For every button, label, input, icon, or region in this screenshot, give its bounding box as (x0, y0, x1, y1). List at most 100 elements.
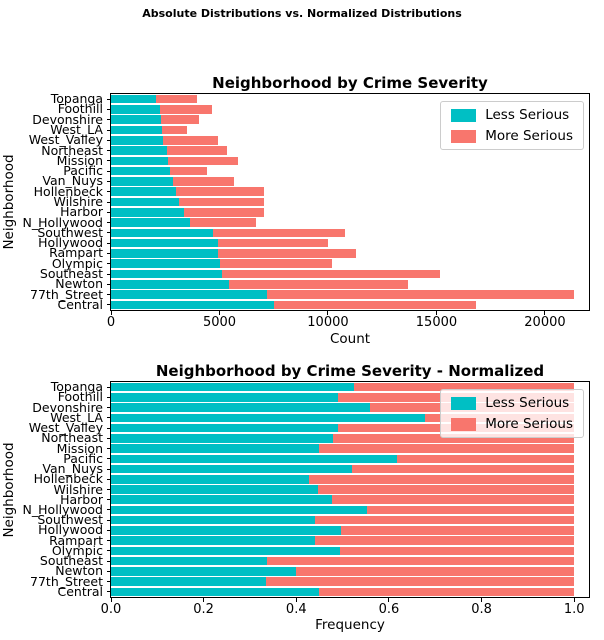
y-tick-mark (106, 119, 110, 121)
y-tick-label: Northeast (41, 142, 103, 158)
bar-segment-less-serious (111, 382, 355, 392)
bar-row-southeast (111, 556, 589, 566)
y-tick-mark (106, 129, 110, 131)
y-tick-label: Mission (56, 152, 103, 168)
bar-segment-more-serious (184, 208, 264, 217)
bar-row-southeast (111, 269, 589, 279)
bar-row-hollywood (111, 526, 589, 535)
bar-segment-less-serious (111, 249, 218, 258)
x-tick-label: 5000 (202, 315, 237, 330)
bar-segment-less-serious (111, 105, 161, 114)
bar-row-n_hollywood (111, 505, 589, 515)
y-tick-label: Southeast (39, 266, 103, 281)
legend-label-less-serious: Less Serious (485, 395, 570, 411)
y-tick-mark (106, 180, 110, 182)
bar-row-harbor (111, 208, 589, 217)
y-tick-label: Hollywood (38, 522, 103, 538)
x-tick-mark (573, 598, 575, 602)
legend-item-less-serious: Less Serious (451, 396, 573, 410)
bar-segment-more-serious (212, 228, 345, 238)
bar-segment-more-serious (354, 382, 575, 392)
bar-segment-more-serious (274, 300, 477, 310)
x-tick-label: 0.4 (285, 602, 307, 617)
bar-segment-more-serious (296, 567, 575, 576)
bar-segment-less-serious (111, 505, 367, 515)
bar-segment-less-serious (111, 444, 319, 453)
y-tick-label: Devonshire (32, 399, 103, 415)
bar-row-olympic (111, 546, 589, 556)
bar-segment-more-serious (317, 485, 575, 494)
y-tick-mark (106, 98, 110, 100)
y-tick-mark (106, 108, 110, 110)
bar-row-van_nuys (111, 177, 589, 186)
x-tick-mark (203, 598, 205, 602)
y-tick-label: Wilshire (53, 481, 104, 497)
bar-segment-less-serious (111, 577, 267, 586)
bar-row-pacific (111, 454, 589, 464)
bar-segment-more-serious (220, 259, 332, 268)
bar-segment-less-serious (111, 156, 168, 166)
bar-segment-less-serious (111, 546, 341, 556)
bar-segment-less-serious (111, 146, 167, 155)
bar-segment-more-serious (189, 218, 256, 227)
bar-segment-less-serious (111, 94, 157, 104)
bar-segment-less-serious (111, 536, 315, 545)
bar-segment-more-serious (314, 515, 575, 525)
y-tick-mark (106, 560, 110, 562)
bar-segment-less-serious (111, 259, 221, 268)
bar-segment-more-serious (314, 536, 575, 545)
legend-item-more-serious: More Serious (451, 417, 573, 431)
x-tick-mark (435, 311, 437, 315)
y-tick-mark (106, 417, 110, 419)
bar-row-newton (111, 567, 589, 576)
legend-label-more-serious: More Serious (485, 128, 573, 144)
bar-segment-less-serious (111, 567, 297, 576)
y-tick-label: Pacific (63, 163, 103, 179)
bar-row-newton (111, 280, 589, 289)
bar-segment-less-serious (111, 423, 338, 433)
y-tick-mark (106, 489, 110, 490)
bar-segment-more-serious (161, 125, 187, 135)
y-tick-mark (106, 222, 110, 224)
bar-segment-more-serious (318, 444, 575, 453)
y-tick-label: N_Hollywood (22, 214, 103, 230)
legend-label-less-serious: Less Serious (485, 107, 570, 123)
figure-suptitle: Absolute Distributions vs. Normalized Di… (142, 7, 462, 20)
y-tick-label: Topanga (50, 379, 103, 395)
bar-segment-more-serious (332, 495, 575, 504)
y-tick-mark (106, 273, 110, 275)
y-tick-mark (106, 529, 110, 531)
y-tick-label: Olympic (51, 542, 103, 558)
legend-label-more-serious: More Serious (485, 416, 573, 432)
bar-segment-more-serious (266, 290, 574, 299)
bar-row-topanga (111, 382, 589, 392)
x-tick-mark (110, 311, 112, 315)
bar-segment-less-serious (111, 464, 353, 474)
bar-row-central (111, 587, 589, 597)
bar-segment-more-serious (167, 156, 238, 166)
bar-row-wilshire (111, 485, 589, 494)
y-tick-mark (106, 550, 110, 552)
y-tick-label: 77th_Street (30, 573, 103, 589)
y-tick-mark (106, 448, 110, 450)
y-tick-label: Foothill (57, 101, 103, 117)
y-tick-label: Northeast (41, 430, 103, 446)
bar-row-77th_street (111, 577, 589, 586)
bar-row-wilshire (111, 197, 589, 207)
y-tick-mark (106, 458, 110, 460)
y-tick-mark (106, 437, 110, 439)
bar-segment-more-serious (366, 505, 575, 515)
bar-row-pacific (111, 166, 589, 176)
y-tick-mark (106, 139, 110, 141)
bar-segment-more-serious (160, 105, 212, 114)
bar-segment-more-serious (309, 475, 575, 484)
y-tick-label: Southwest (37, 224, 103, 240)
chart-title: Neighborhood by Crime Severity - Normali… (155, 362, 545, 380)
x-tick-label: 0.0 (100, 602, 122, 617)
bar-segment-less-serious (111, 556, 268, 566)
y-tick-label: Wilshire (53, 194, 104, 209)
bar-segment-less-serious (111, 587, 319, 597)
plot-area: Less Serious More Serious (110, 93, 590, 311)
